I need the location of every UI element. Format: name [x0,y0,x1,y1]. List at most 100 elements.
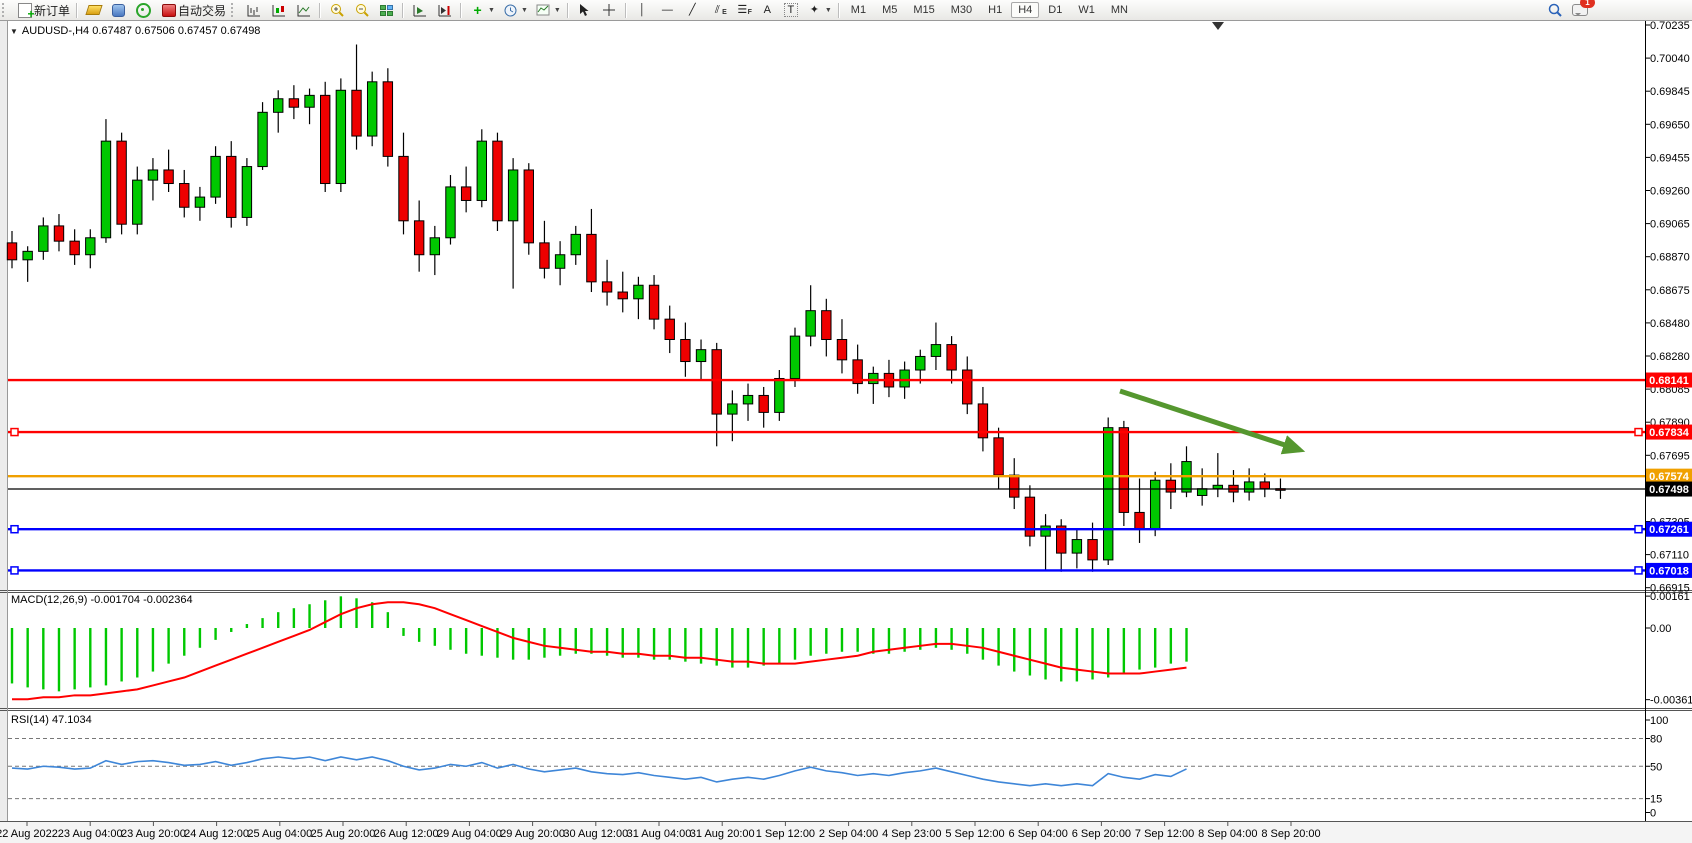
time-tick-label: 31 Aug 04:00 [627,828,692,840]
candle-bearish [226,155,237,218]
price-level-badge [1646,562,1692,578]
candle-bullish [100,140,112,239]
time-tick-label: 1 Sep 12:00 [756,828,815,840]
toolbar-grip[interactable] [231,3,238,17]
candlestick-icon [270,3,287,18]
candle-bearish [1056,525,1067,554]
line-drag-handle[interactable] [1634,427,1643,437]
new-order-icon [16,2,35,22]
candle-bearish [413,220,425,256]
candlestick-mode-button[interactable] [266,1,291,19]
tf-button-w1[interactable]: W1 [1078,4,1095,16]
line-drag-handle[interactable] [10,566,19,575]
tf-button-d1[interactable]: D1 [1048,4,1063,16]
separator [402,2,405,18]
time-tick-label: 25 Aug 04:00 [247,828,312,840]
shapes-tool[interactable]: ✦ ▼ [802,1,835,19]
zoom-out-icon [353,3,370,18]
chart-shift-button[interactable] [432,1,457,19]
separator [837,2,840,18]
time-axis-strip[interactable] [0,822,1692,843]
candle-bullish [194,196,206,208]
line-drag-handle[interactable] [1634,566,1643,575]
symbol-dropdown-icon[interactable]: ▼ [10,26,18,36]
bar-chart-mode-button[interactable] [241,1,266,19]
separator [319,2,322,18]
price-scale-area[interactable] [1646,21,1692,821]
tile-windows-button[interactable] [374,1,399,19]
price-level-badge-text: 0.67261 [1649,524,1689,536]
symbol-title-bar[interactable]: ▼ AUDUSD-,H4 0.67487 0.67506 0.67457 0.6… [10,25,260,37]
vertical-line-tool[interactable]: │ [630,1,655,19]
community-button[interactable] [106,1,131,19]
candlestick-series [6,44,1286,572]
line-drag-handle[interactable] [1634,524,1643,534]
time-tick-label: 8 Sep 20:00 [1261,828,1320,840]
time-tick-label: 29 Aug 04:00 [437,828,502,840]
auto-scroll-button[interactable] [407,1,432,19]
candle-bearish [382,81,394,157]
tf-button-m1[interactable]: M1 [850,4,867,16]
tf-button-mn[interactable]: MN [1110,4,1128,16]
line-drag-handle[interactable] [10,524,19,534]
text-tool[interactable]: A [755,1,780,19]
toolbar-grip[interactable] [2,3,9,17]
tf-button-h1[interactable]: H1 [988,4,1003,16]
line-drag-handle[interactable] [10,427,19,437]
zoom-out-button[interactable] [349,1,374,19]
search-button[interactable] [1542,1,1567,19]
autotrade-icon [160,3,177,18]
rsi-tick-label: 50 [1650,761,1662,773]
candle-bullish [273,98,284,113]
price-tick-label: 0.66915 [1650,583,1690,595]
candle-bearish [53,225,65,242]
candle-bearish [320,94,331,185]
trend-arrow-object[interactable] [1119,388,1306,455]
candle-bullish [1071,539,1083,554]
candle-bullish [1040,525,1051,537]
candle-bullish [695,349,707,363]
macd-tick-label: -0.003619 [1650,695,1692,707]
chat-button[interactable]: 1 [1567,0,1595,19]
crosshair-tool-button[interactable] [597,1,622,19]
candle-bearish [1024,496,1036,537]
market-watch-button[interactable] [81,1,106,19]
fibonacci-tool[interactable]: ☰ F [730,1,755,19]
new-order-button[interactable]: 新订单 [12,1,73,22]
candle-bearish [116,140,127,225]
line-chart-mode-button[interactable] [291,1,316,19]
candle-bearish [1259,481,1270,490]
channel-tool[interactable]: ⫽ E [705,1,730,19]
candle-bullish [742,394,754,405]
candle-bearish [288,98,300,108]
periods-button[interactable]: ▼ [498,1,531,19]
time-tick-label: 23 Aug 20:00 [121,828,186,840]
separator [624,2,627,18]
template-icon [535,3,552,18]
chart-shift-marker[interactable] [1212,22,1224,30]
candle-bullish [930,344,942,357]
time-tick-label: 8 Sep 04:00 [1198,828,1257,840]
tf-button-m15[interactable]: M15 [913,4,935,16]
clock-icon [502,3,519,18]
tf-button-h4[interactable]: H4 [1011,2,1040,18]
text-label-tool[interactable]: T [780,1,802,19]
candle-bullish [1196,488,1208,496]
trendline-tool[interactable]: ╱ [680,1,705,19]
tf-button-m5[interactable]: M5 [882,4,898,16]
macd-signal-line [12,601,1187,701]
indicators-button[interactable]: + ▼ [465,1,498,19]
candle-bullish [868,372,879,385]
chevron-down-icon: ▼ [553,6,561,14]
price-level-badge [1646,424,1692,440]
horizontal-line-tool[interactable]: — [655,1,680,19]
macd-tick-label: 0.00 [1650,623,1671,635]
zoom-in-button[interactable] [324,1,349,19]
autotrading-button[interactable]: 自动交易 [156,1,229,19]
signals-button[interactable] [131,1,156,19]
tf-button-m30[interactable]: M30 [950,4,973,16]
time-tick-label: 2 Sep 04:00 [819,828,878,840]
cursor-tool-button[interactable] [572,1,597,19]
templates-button[interactable]: ▼ [531,1,564,19]
